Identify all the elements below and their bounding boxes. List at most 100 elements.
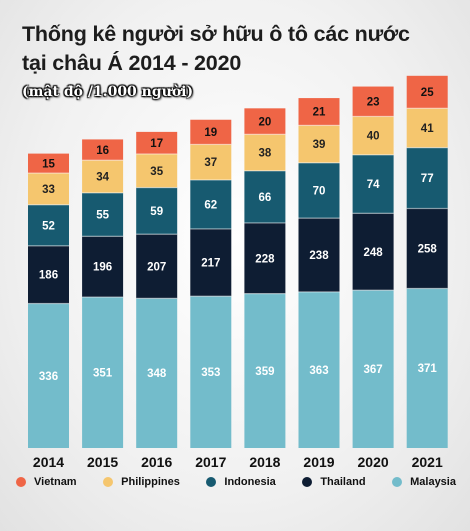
data-label-vietnam-2014: 15: [42, 158, 55, 170]
bar-malaysia-2017: [190, 296, 232, 448]
bar-indonesia-2015: [82, 192, 124, 237]
bar-vietnam-2015: [82, 139, 124, 161]
segment-separator: [190, 179, 232, 181]
segment-separator: [82, 159, 124, 161]
segment-separator: [244, 133, 286, 135]
legend-swatch-thailand: [302, 477, 313, 487]
x-tick-label-2018: 2018: [249, 454, 280, 470]
legend-label-thailand: Thailand: [320, 476, 366, 488]
segment-separator: [136, 186, 178, 189]
bar-philippines-2017: [190, 144, 232, 180]
bar-indonesia-2021: [406, 147, 448, 209]
data-label-indonesia-2016: 59: [150, 206, 163, 218]
bar-thailand-2017: [190, 228, 232, 297]
bar-vietnam-2017: [190, 119, 232, 145]
data-label-philippines-2021: 41: [421, 123, 434, 135]
segment-separator: [352, 289, 394, 291]
data-label-malaysia-2018: 359: [255, 366, 274, 378]
legend-label-indonesia: Indonesia: [224, 476, 276, 488]
legend-item-malaysia: Malaysia: [392, 476, 456, 488]
legend-swatch-vietnam: [16, 477, 26, 487]
segment-separator: [352, 115, 394, 118]
data-label-malaysia-2017: 353: [201, 367, 220, 379]
legend-swatch-malaysia: [392, 477, 403, 487]
x-tick-label-2015: 2015: [87, 454, 118, 470]
data-label-vietnam-2017: 19: [204, 127, 217, 139]
bar-thailand-2019: [298, 218, 340, 292]
x-tick-label-2016: 2016: [141, 454, 172, 470]
data-label-thailand-2020: 248: [364, 247, 384, 259]
x-tick-label-2019: 2019: [303, 454, 334, 470]
bar-thailand-2021: [406, 208, 448, 289]
data-label-philippines-2016: 35: [150, 166, 163, 178]
chart-subtitle: (mật độ /1.000 người): [22, 84, 194, 100]
data-label-thailand-2016: 207: [147, 261, 166, 273]
segment-separator: [82, 296, 124, 298]
data-label-philippines-2018: 38: [259, 148, 272, 160]
stacked-bar-chart: 336 186 52 33 15 2014 351 196 55 34 16 2015 348 207 59…: [28, 75, 448, 470]
data-label-malaysia-2014: 336: [39, 371, 58, 383]
segment-separator: [298, 291, 340, 293]
segment-separator: [244, 222, 286, 224]
legend-label-vietnam: Vietnam: [34, 476, 77, 488]
data-label-indonesia-2019: 70: [313, 185, 326, 197]
data-label-malaysia-2015: 351: [93, 368, 113, 380]
data-label-vietnam-2020: 23: [367, 97, 380, 109]
x-tick-label-2014: 2014: [33, 454, 64, 470]
data-label-malaysia-2020: 367: [364, 364, 383, 376]
segment-separator: [136, 297, 178, 299]
bar-malaysia-2015: [82, 297, 124, 448]
bar-indonesia-2019: [298, 162, 340, 219]
segment-separator: [190, 143, 232, 146]
data-label-thailand-2014: 186: [39, 270, 58, 282]
segment-separator: [190, 295, 232, 297]
bar-vietnam-2018: [244, 108, 286, 135]
data-label-thailand-2015: 196: [93, 262, 112, 274]
segment-separator: [28, 204, 69, 206]
bar-vietnam-2021: [406, 75, 448, 109]
x-tick-label-2017: 2017: [195, 454, 226, 470]
data-label-malaysia-2019: 363: [309, 365, 328, 377]
bar-malaysia-2018: [244, 293, 286, 448]
data-label-indonesia-2015: 55: [96, 210, 109, 222]
data-label-thailand-2021: 258: [418, 243, 438, 255]
segment-separator: [298, 162, 340, 164]
segment-separator: [406, 287, 448, 290]
data-label-vietnam-2016: 17: [150, 138, 163, 150]
x-tick-label-2021: 2021: [412, 454, 443, 470]
data-label-vietnam-2018: 20: [259, 116, 272, 128]
data-label-vietnam-2015: 16: [96, 145, 109, 157]
data-label-philippines-2014: 33: [42, 184, 55, 196]
bar-indonesia-2014: [28, 204, 69, 246]
bar-philippines-2019: [298, 125, 340, 163]
segment-separator: [190, 228, 232, 230]
legend: Vietnam Philippines Indonesia Thailand Malay…: [16, 476, 456, 488]
bar-malaysia-2020: [352, 290, 394, 448]
segment-separator: [244, 170, 286, 172]
bar-thailand-2015: [82, 236, 124, 298]
legend-swatch-indonesia: [206, 477, 217, 487]
segment-separator: [352, 154, 394, 156]
bar-indonesia-2020: [352, 154, 394, 214]
segment-separator: [244, 293, 286, 295]
data-label-malaysia-2021: 371: [418, 363, 438, 375]
data-label-thailand-2018: 228: [255, 253, 275, 265]
x-tick-label-2020: 2020: [358, 454, 389, 470]
segment-separator: [406, 107, 448, 109]
data-label-philippines-2020: 40: [367, 131, 380, 143]
bar-philippines-2014: [28, 173, 69, 205]
data-label-vietnam-2019: 21: [313, 107, 326, 119]
legend-label-philippines: Philippines: [121, 476, 180, 488]
bar-philippines-2021: [406, 108, 448, 148]
bar-philippines-2018: [244, 134, 286, 171]
data-label-indonesia-2018: 66: [259, 192, 272, 204]
legend-item-indonesia: Indonesia: [206, 476, 276, 488]
legend-item-thailand: Thailand: [302, 476, 366, 488]
legend-item-philippines: Philippines: [103, 476, 180, 488]
segment-separator: [136, 153, 178, 155]
bar-vietnam-2019: [298, 98, 340, 126]
segment-separator: [28, 245, 69, 247]
bar-malaysia-2019: [298, 291, 340, 448]
data-label-thailand-2017: 217: [201, 258, 220, 270]
data-label-malaysia-2016: 348: [147, 368, 167, 380]
